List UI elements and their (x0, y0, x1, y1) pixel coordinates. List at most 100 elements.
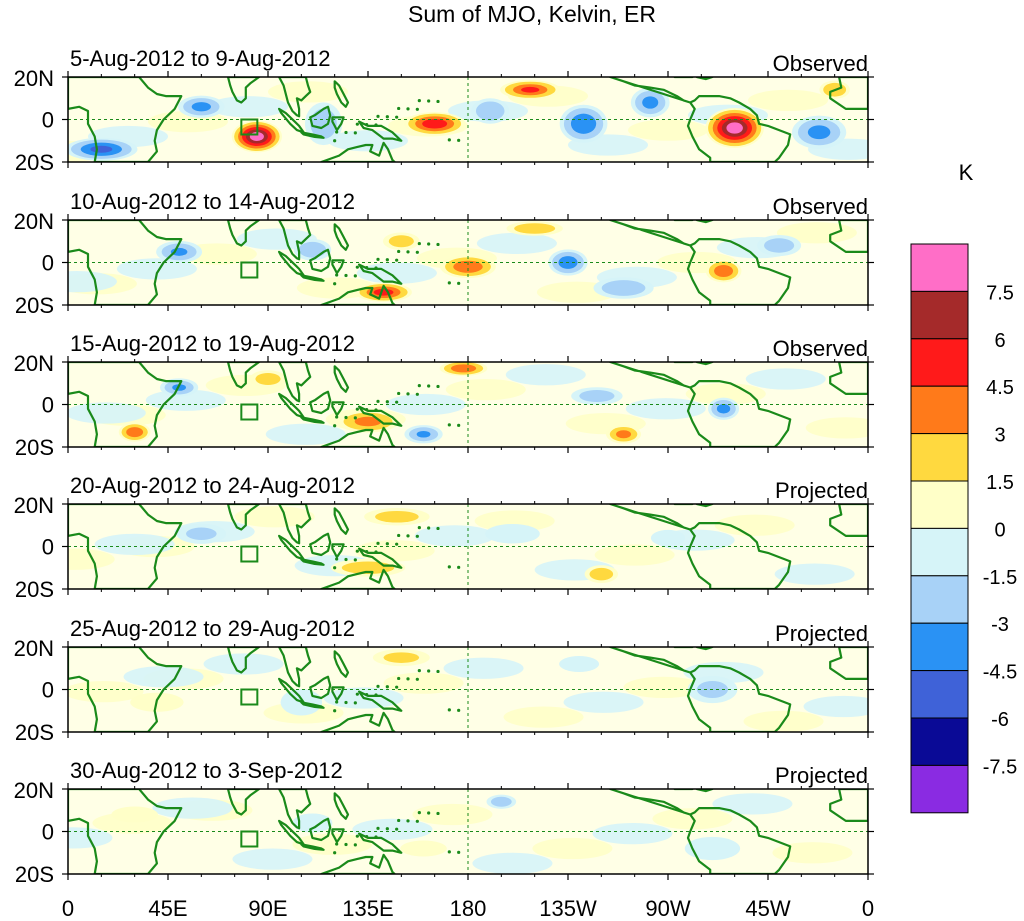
lat-label: 20N (14, 351, 54, 376)
legend-swatch (910, 575, 969, 624)
island (344, 557, 348, 562)
lon-label: 0 (862, 896, 874, 921)
anomaly-contour (485, 523, 540, 544)
island (333, 566, 337, 570)
anomaly-contour (186, 527, 217, 541)
island (335, 130, 339, 134)
lat-label: 20N (14, 209, 54, 234)
coastline (278, 647, 312, 688)
coastline (68, 220, 183, 305)
anomaly-contour (803, 695, 868, 718)
legend-unit: K (959, 160, 974, 185)
island (447, 281, 451, 285)
anomaly-contour (745, 368, 826, 390)
anomaly-contour (532, 837, 613, 860)
coastline (300, 701, 325, 709)
panel-kind: Projected (775, 621, 868, 646)
island (397, 391, 401, 396)
anomaly-contour (650, 529, 686, 547)
legend-swatch (910, 527, 969, 577)
lat-label: 20S (15, 435, 54, 460)
coastline (300, 843, 325, 851)
island (447, 850, 451, 854)
anomaly-contour (68, 402, 146, 424)
coastline (300, 558, 325, 566)
island (406, 819, 410, 823)
map-panel: 20N 0 20S 5-Aug-2012 to 9-Aug-2012 Observed (14, 46, 874, 175)
island (447, 708, 451, 712)
anomaly-contour (116, 258, 197, 280)
lat-label: 20S (15, 577, 54, 602)
anomaly-contour (450, 364, 477, 373)
island (344, 700, 348, 705)
island (415, 819, 419, 823)
legend-label: -4.5 (983, 662, 1017, 684)
coastline (333, 223, 350, 251)
island (365, 266, 369, 270)
island (333, 851, 337, 855)
coastline (68, 504, 183, 589)
lon-label: 180 (450, 896, 487, 921)
anomaly-contour (373, 288, 394, 296)
coastline (331, 686, 345, 702)
island (417, 383, 421, 388)
anomaly-contour (145, 389, 226, 411)
panel-kind: Projected (775, 478, 868, 503)
coastline (226, 77, 261, 104)
anomaly-contour (111, 806, 158, 823)
lat-label: 0 (42, 535, 54, 560)
coastline (333, 650, 350, 678)
coastline (333, 792, 350, 820)
anomaly-contour (191, 102, 211, 112)
island (397, 106, 401, 111)
island (397, 249, 401, 254)
panel-period: 5-Aug-2012 to 9-Aug-2012 (70, 46, 331, 71)
coastline (829, 504, 868, 537)
island (415, 534, 419, 538)
island (417, 668, 421, 673)
coastline (358, 832, 403, 854)
island (335, 415, 339, 419)
lat-label: 20N (14, 493, 54, 518)
island (355, 549, 359, 553)
lat-label: 0 (42, 251, 54, 276)
island (427, 99, 431, 103)
island (365, 550, 369, 554)
legend-label: -1.5 (983, 567, 1017, 589)
figure-title: Sum of MJO, Kelvin, ER (408, 1, 656, 27)
legend-swatch (910, 670, 969, 719)
coastline (829, 647, 868, 680)
lat-label: 0 (42, 820, 54, 845)
coastline (320, 711, 396, 732)
coastline (226, 504, 261, 531)
panel-period: 25-Aug-2012 to 29-Aug-2012 (70, 616, 355, 641)
coastline (695, 77, 714, 81)
anomaly-contour (684, 836, 741, 861)
coastline (358, 263, 403, 285)
anomaly-contour (255, 372, 281, 386)
anomaly-contour (416, 430, 431, 438)
anomaly-contour (774, 563, 855, 585)
lat-label: 20S (15, 720, 54, 745)
island (397, 533, 401, 538)
lat-label: 20N (14, 778, 54, 803)
anomaly-contour (772, 842, 853, 864)
coastline (309, 248, 332, 273)
legend-swatch (910, 433, 969, 482)
anomaly-contour (298, 241, 327, 258)
anomaly-contour (385, 393, 466, 416)
legend-swatch (910, 622, 969, 672)
lat-label: 20N (14, 636, 54, 661)
anomaly-contour (559, 656, 600, 672)
anomaly-contour (805, 417, 868, 439)
island (457, 565, 461, 569)
island (376, 399, 380, 403)
island (365, 693, 369, 697)
panel-kind: Observed (773, 336, 868, 361)
anomaly-contour (503, 706, 584, 728)
coastline (331, 543, 345, 559)
coastline (320, 284, 396, 305)
island (436, 669, 440, 674)
anomaly-contour (68, 681, 144, 703)
